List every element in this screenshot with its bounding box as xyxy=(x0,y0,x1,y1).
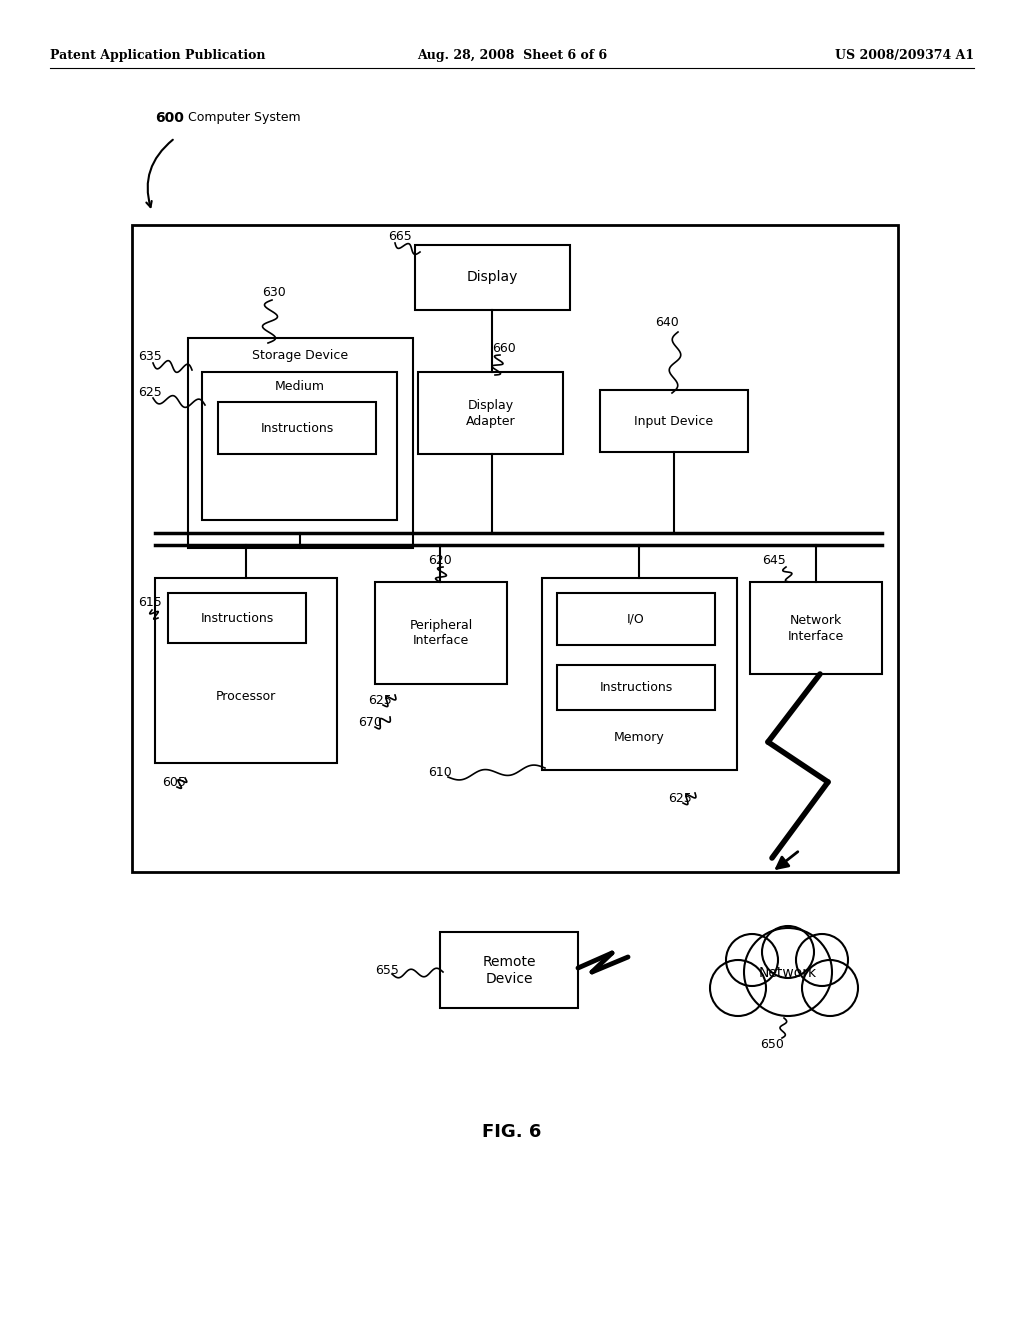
Bar xyxy=(418,372,563,454)
Circle shape xyxy=(762,927,814,978)
Text: 625: 625 xyxy=(138,387,162,400)
Bar xyxy=(415,246,570,310)
Bar xyxy=(557,665,715,710)
Circle shape xyxy=(744,928,831,1016)
Bar xyxy=(188,338,413,548)
Text: Peripheral: Peripheral xyxy=(410,619,473,631)
Text: 640: 640 xyxy=(655,317,679,330)
Text: Device: Device xyxy=(485,972,532,986)
Text: 655: 655 xyxy=(375,964,399,977)
Text: 665: 665 xyxy=(388,231,412,243)
Bar xyxy=(557,593,715,645)
Text: Instructions: Instructions xyxy=(201,611,273,624)
Bar xyxy=(542,578,737,770)
Text: 650: 650 xyxy=(760,1039,784,1052)
Text: 660: 660 xyxy=(492,342,516,355)
Text: Memory: Memory xyxy=(614,731,665,744)
Text: Network: Network xyxy=(759,966,817,979)
Circle shape xyxy=(726,935,778,986)
Text: 670: 670 xyxy=(358,715,382,729)
Text: Aug. 28, 2008  Sheet 6 of 6: Aug. 28, 2008 Sheet 6 of 6 xyxy=(417,49,607,62)
Text: Computer System: Computer System xyxy=(188,111,301,124)
Text: Display: Display xyxy=(467,271,518,285)
Bar xyxy=(155,578,337,763)
Text: 615: 615 xyxy=(138,597,162,610)
Bar xyxy=(375,582,507,684)
Text: US 2008/209374 A1: US 2008/209374 A1 xyxy=(835,49,974,62)
Circle shape xyxy=(710,960,766,1016)
Text: 605: 605 xyxy=(162,776,186,788)
Text: 645: 645 xyxy=(762,553,785,566)
Text: Remote: Remote xyxy=(482,954,536,969)
Circle shape xyxy=(796,935,848,986)
Text: 625: 625 xyxy=(668,792,692,804)
Bar xyxy=(218,403,376,454)
Text: 630: 630 xyxy=(262,285,286,298)
Text: Processor: Processor xyxy=(216,689,276,702)
Bar xyxy=(132,224,898,873)
Text: 635: 635 xyxy=(138,351,162,363)
Text: Interface: Interface xyxy=(413,635,469,648)
Text: Input Device: Input Device xyxy=(635,414,714,428)
Text: Storage Device: Storage Device xyxy=(253,350,348,363)
Text: Patent Application Publication: Patent Application Publication xyxy=(50,49,265,62)
Text: Adapter: Adapter xyxy=(466,414,515,428)
Bar xyxy=(168,593,306,643)
Text: 620: 620 xyxy=(428,553,452,566)
Text: Medium: Medium xyxy=(274,380,325,393)
Text: Network: Network xyxy=(790,614,842,627)
Text: Interface: Interface xyxy=(787,630,844,643)
Text: 625: 625 xyxy=(368,693,392,706)
Text: 610: 610 xyxy=(428,766,452,779)
Text: Display: Display xyxy=(467,399,514,412)
Circle shape xyxy=(802,960,858,1016)
Text: FIG. 6: FIG. 6 xyxy=(482,1123,542,1140)
Text: Instructions: Instructions xyxy=(260,421,334,434)
Bar xyxy=(750,582,882,675)
Text: I/O: I/O xyxy=(627,612,645,626)
Text: 600: 600 xyxy=(155,111,184,125)
Bar xyxy=(600,389,748,451)
Text: Instructions: Instructions xyxy=(599,681,673,694)
Bar xyxy=(202,372,397,520)
Bar xyxy=(440,932,578,1008)
